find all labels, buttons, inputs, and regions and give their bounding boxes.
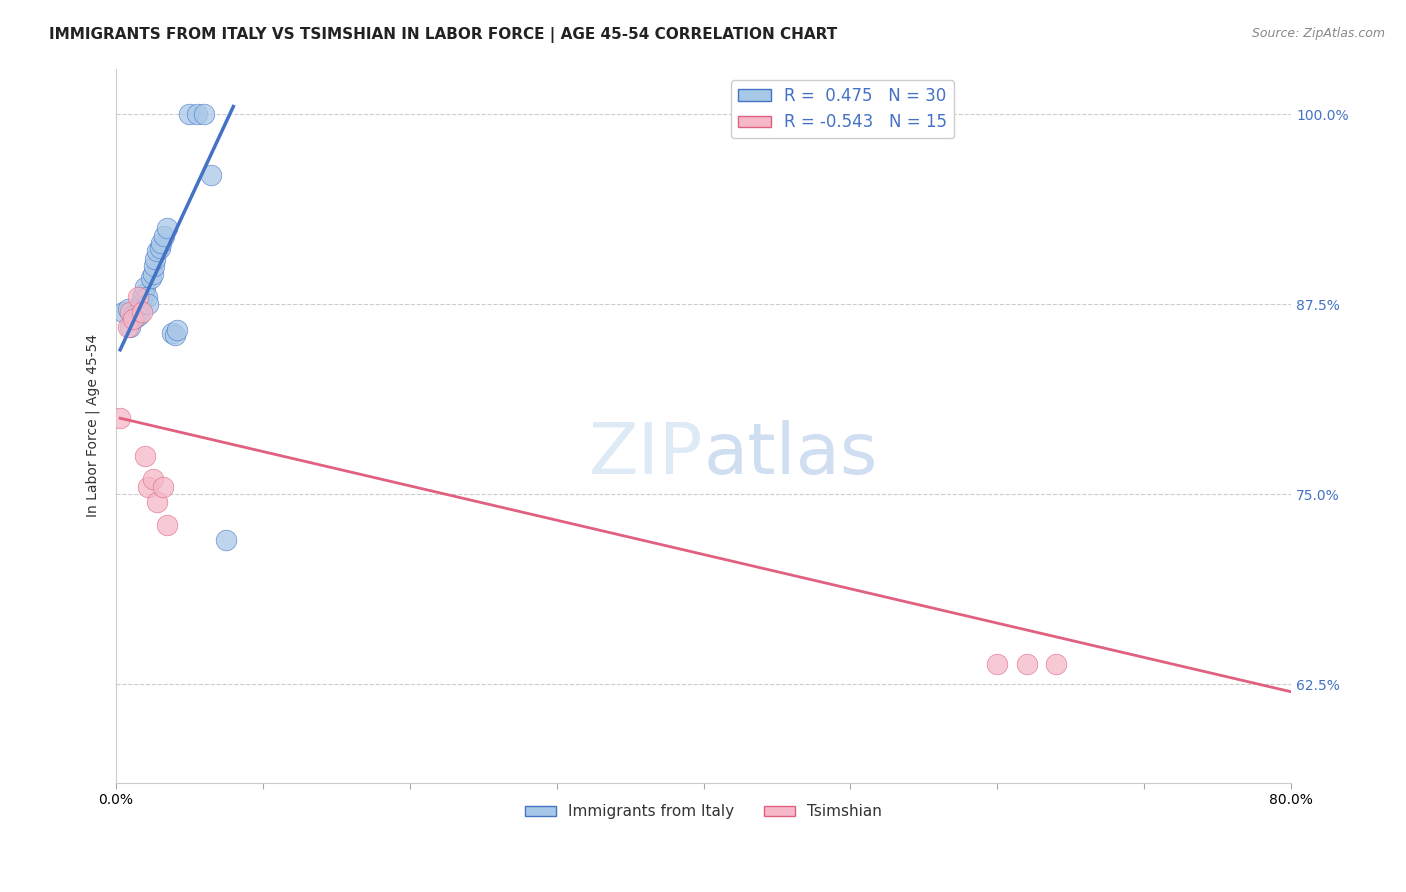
- Point: [152, 480, 174, 494]
- Point: [215, 533, 238, 547]
- Point: [108, 411, 131, 425]
- Point: [136, 480, 159, 494]
- Text: atlas: atlas: [703, 420, 877, 489]
- Point: [131, 305, 153, 319]
- Point: [156, 517, 179, 532]
- Point: [149, 241, 172, 255]
- Point: [146, 244, 169, 258]
- Point: [146, 495, 169, 509]
- Point: [156, 221, 179, 235]
- Point: [143, 259, 166, 273]
- Point: [134, 280, 156, 294]
- Point: [117, 301, 139, 316]
- Point: [141, 267, 163, 281]
- Point: [136, 297, 159, 311]
- Point: [986, 657, 1008, 672]
- Point: [200, 168, 222, 182]
- Point: [134, 449, 156, 463]
- Point: [129, 297, 152, 311]
- Point: [128, 308, 150, 322]
- Point: [135, 289, 157, 303]
- Point: [163, 327, 186, 342]
- Y-axis label: In Labor Force | Age 45-54: In Labor Force | Age 45-54: [86, 334, 100, 517]
- Legend: Immigrants from Italy, Tsimshian: Immigrants from Italy, Tsimshian: [519, 798, 889, 825]
- Point: [166, 323, 188, 337]
- Point: [131, 289, 153, 303]
- Point: [122, 312, 145, 326]
- Point: [141, 472, 163, 486]
- Point: [145, 252, 167, 266]
- Point: [124, 310, 146, 325]
- Point: [120, 305, 142, 319]
- Point: [122, 308, 145, 322]
- Point: [120, 320, 142, 334]
- Point: [1015, 657, 1038, 672]
- Text: ZIP: ZIP: [589, 420, 703, 489]
- Point: [160, 326, 183, 340]
- Point: [153, 228, 176, 243]
- Point: [112, 305, 135, 319]
- Point: [179, 107, 201, 121]
- Point: [1045, 657, 1067, 672]
- Point: [132, 286, 155, 301]
- Point: [150, 236, 173, 251]
- Point: [186, 107, 208, 121]
- Point: [117, 320, 139, 334]
- Text: IMMIGRANTS FROM ITALY VS TSIMSHIAN IN LABOR FORCE | AGE 45-54 CORRELATION CHART: IMMIGRANTS FROM ITALY VS TSIMSHIAN IN LA…: [49, 27, 838, 43]
- Point: [127, 289, 149, 303]
- Point: [139, 271, 162, 285]
- Text: Source: ZipAtlas.com: Source: ZipAtlas.com: [1251, 27, 1385, 40]
- Point: [193, 107, 215, 121]
- Point: [127, 305, 149, 319]
